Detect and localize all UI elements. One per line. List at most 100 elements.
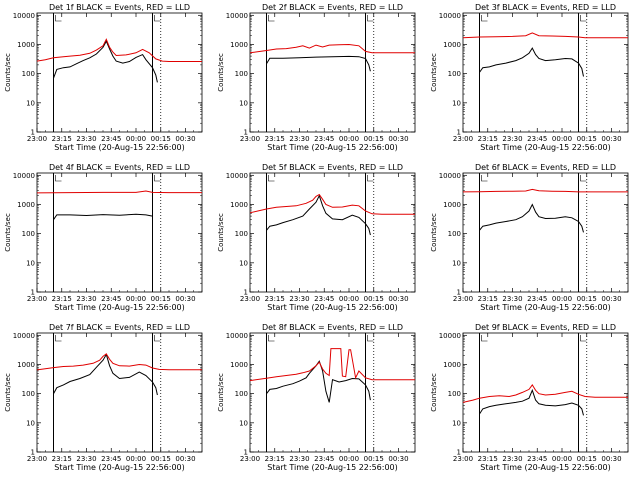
x-tick-label: 00:30 — [388, 295, 408, 303]
y-tick-label: 100 — [22, 230, 35, 238]
series-lld-line — [249, 193, 415, 215]
y-tick-label: 1 — [31, 289, 35, 297]
interval-marker — [367, 15, 374, 22]
plot-frame — [462, 12, 629, 133]
chart-panel-3: Det 3f BLACK = Events, RED = LLD 1 10 100 10… — [430, 3, 629, 152]
x-tick-label: 23:00 — [27, 135, 47, 143]
series-lld-line — [462, 188, 628, 193]
x-tick-label: 23:30 — [502, 295, 522, 303]
chart-title: Det 9f BLACK = Events, RED = LLD — [475, 323, 616, 332]
chart-title: Det 6f BLACK = Events, RED = LLD — [475, 163, 616, 172]
plot-frame — [249, 332, 416, 453]
series-events-line — [266, 360, 371, 403]
x-tick-label: 00:30 — [388, 455, 408, 463]
x-axis-label: Start Time (20-Aug-15 22:56:00) — [54, 143, 185, 152]
x-tick-label: 00:30 — [388, 135, 408, 143]
x-tick-label: 23:30 — [76, 295, 96, 303]
x-tick-label: 23:00 — [240, 295, 260, 303]
x-tick-label: 00:15 — [151, 455, 171, 463]
y-tick-label: 100 — [235, 230, 248, 238]
x-axis-label: Start Time (20-Aug-15 22:56:00) — [480, 303, 611, 312]
y-tick-label: 10000 — [13, 332, 35, 340]
x-tick-label: 23:15 — [478, 135, 498, 143]
x-axis-label: Start Time (20-Aug-15 22:56:00) — [54, 303, 185, 312]
y-tick-label: 1000 — [17, 361, 35, 369]
interval-marker — [367, 335, 374, 342]
x-tick-label: 23:45 — [527, 455, 547, 463]
chart-title: Det 5f BLACK = Events, RED = LLD — [262, 163, 403, 172]
x-tick-label: 23:15 — [265, 455, 285, 463]
y-tick-label: 1 — [244, 129, 248, 137]
series-lld-line — [249, 348, 415, 382]
interval-marker — [481, 335, 488, 342]
y-tick-label: 100 — [448, 390, 461, 398]
interval-marker — [268, 175, 275, 182]
chart-title: Det 8f BLACK = Events, RED = LLD — [262, 323, 403, 332]
interval-marker — [580, 15, 587, 22]
x-tick-label: 00:15 — [577, 135, 597, 143]
plot-frame — [249, 12, 416, 133]
interval-marker — [481, 175, 488, 182]
x-tick-label: 23:15 — [265, 295, 285, 303]
series-events-line — [266, 194, 371, 236]
x-tick-label: 00:30 — [601, 295, 621, 303]
y-tick-label: 10 — [26, 419, 35, 427]
y-axis-label: Counts/sec — [4, 53, 12, 92]
x-tick-label: 00:15 — [151, 295, 171, 303]
y-tick-label: 10000 — [13, 12, 35, 20]
x-tick-label: 23:45 — [314, 295, 334, 303]
x-tick-label: 00:00 — [126, 295, 146, 303]
x-tick-label: 23:30 — [289, 295, 309, 303]
series-events-line — [266, 55, 371, 72]
y-tick-label: 100 — [448, 70, 461, 78]
x-axis-label: Start Time (20-Aug-15 22:56:00) — [267, 463, 398, 472]
chart-title: Det 2f BLACK = Events, RED = LLD — [262, 3, 403, 12]
y-tick-label: 10000 — [226, 12, 248, 20]
interval-marker — [367, 175, 374, 182]
interval-marker — [481, 15, 488, 22]
y-tick-label: 10 — [239, 99, 248, 107]
y-tick-label: 10 — [239, 419, 248, 427]
x-tick-label: 23:00 — [27, 295, 47, 303]
y-tick-label: 1 — [457, 449, 461, 457]
x-tick-label: 00:30 — [601, 135, 621, 143]
x-tick-label: 23:45 — [527, 135, 547, 143]
chart-panel-7: Det 7f BLACK = Events, RED = LLD 1 10 100 10… — [4, 323, 203, 472]
y-tick-label: 1000 — [443, 201, 461, 209]
x-axis-label: Start Time (20-Aug-15 22:56:00) — [267, 143, 398, 152]
x-tick-label: 23:45 — [527, 295, 547, 303]
chart-panel-9: Det 9f BLACK = Events, RED = LLD 1 10 100 10… — [430, 323, 629, 472]
x-tick-label: 00:00 — [126, 455, 146, 463]
x-tick-label: 00:00 — [339, 455, 359, 463]
interval-marker — [154, 175, 161, 182]
y-tick-label: 1 — [31, 449, 35, 457]
chart-title: Det 7f BLACK = Events, RED = LLD — [49, 323, 190, 332]
y-tick-label: 10 — [452, 259, 461, 267]
y-axis-label: Counts/sec — [430, 53, 438, 92]
x-axis-label: Start Time (20-Aug-15 22:56:00) — [480, 143, 611, 152]
interval-marker — [154, 15, 161, 22]
y-tick-label: 10 — [26, 259, 35, 267]
y-axis-label: Counts/sec — [430, 213, 438, 252]
y-tick-label: 1 — [457, 289, 461, 297]
interval-marker — [154, 335, 161, 342]
x-tick-label: 00:00 — [339, 295, 359, 303]
x-tick-label: 23:15 — [52, 455, 72, 463]
x-tick-label: 23:30 — [76, 455, 96, 463]
x-tick-label: 00:30 — [601, 455, 621, 463]
interval-marker — [268, 15, 275, 22]
x-tick-label: 23:30 — [289, 135, 309, 143]
chart-title: Det 4f BLACK = Events, RED = LLD — [49, 163, 190, 172]
x-tick-label: 23:00 — [453, 295, 473, 303]
y-tick-label: 1000 — [230, 41, 248, 49]
x-tick-label: 23:30 — [502, 455, 522, 463]
series-lld-line — [36, 353, 202, 371]
x-tick-label: 23:30 — [289, 455, 309, 463]
chart-title: Det 3f BLACK = Events, RED = LLD — [475, 3, 616, 12]
x-tick-label: 00:00 — [552, 135, 572, 143]
chart-panel-1: Det 1f BLACK = Events, RED = LLD 1 10 100 10… — [4, 3, 203, 152]
chart-title: Det 1f BLACK = Events, RED = LLD — [49, 3, 190, 12]
y-tick-label: 10000 — [439, 12, 461, 20]
x-tick-label: 00:00 — [339, 135, 359, 143]
